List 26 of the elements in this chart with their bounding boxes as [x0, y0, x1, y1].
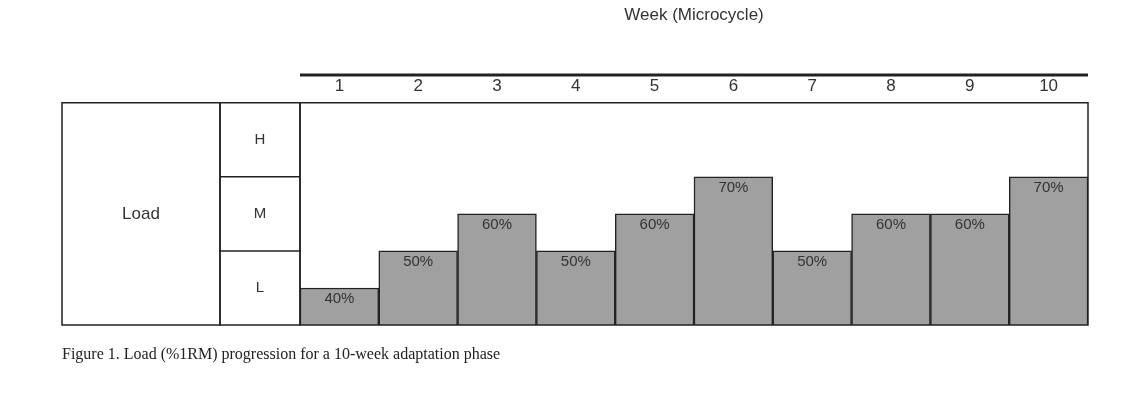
caption: Figure 1. Load (%1RM) progression for a 10-week adaptation phase [62, 345, 501, 363]
text: L [255, 278, 265, 296]
data-label: 40% [324, 288, 355, 306]
x-tick-label: 8 [886, 76, 896, 96]
x-tick-label: 7 [807, 76, 817, 96]
x-tick-label: 6 [728, 76, 739, 96]
text: Load [122, 203, 160, 223]
data-label: 60% [481, 214, 513, 232]
data-label: 60% [639, 214, 670, 232]
x-tick-label: 5 [649, 76, 660, 96]
x-tick-label: 10 [1039, 76, 1059, 96]
x-axis-title: Week (Microcycle) [624, 4, 764, 24]
data-label: 70% [718, 177, 749, 195]
x-tick-label: 3 [492, 76, 502, 96]
data-label: 60% [954, 214, 985, 232]
text: H [254, 129, 266, 147]
x-tick-label: 9 [965, 76, 975, 96]
data-label: 50% [797, 251, 828, 269]
data-label: 50% [560, 251, 591, 269]
x-tick-label: 2 [413, 76, 423, 96]
x-tick-label: 1 [334, 76, 345, 96]
data-label: 50% [403, 251, 434, 269]
data-label: 60% [875, 214, 907, 232]
data-label: 70% [1033, 177, 1064, 195]
text: M [253, 204, 267, 222]
x-tick-label: 4 [571, 76, 581, 96]
